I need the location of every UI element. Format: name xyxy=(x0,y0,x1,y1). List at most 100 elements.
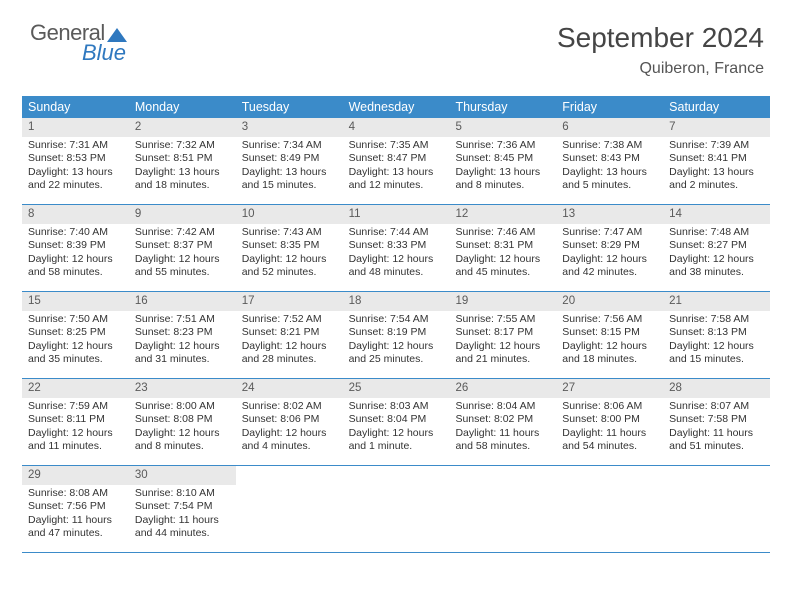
sunset-text: Sunset: 7:58 PM xyxy=(669,413,764,426)
sunrise-text: Sunrise: 7:32 AM xyxy=(135,139,230,152)
daylight-line-2: and 18 minutes. xyxy=(562,353,657,366)
daylight-line-2: and 58 minutes. xyxy=(28,266,123,279)
calendar-week: 29Sunrise: 8:08 AMSunset: 7:56 PMDayligh… xyxy=(22,466,770,553)
day-number: 23 xyxy=(135,382,148,394)
daylight-line-1: Daylight: 11 hours xyxy=(28,514,123,527)
sunset-text: Sunset: 8:29 PM xyxy=(562,239,657,252)
dow-sunday: Sunday xyxy=(22,97,129,118)
daylight-line-2: and 52 minutes. xyxy=(242,266,337,279)
calendar-day: 16Sunrise: 7:51 AMSunset: 8:23 PMDayligh… xyxy=(129,292,236,378)
calendar-day: 26Sunrise: 8:04 AMSunset: 8:02 PMDayligh… xyxy=(449,379,556,465)
calendar-day: 22Sunrise: 7:59 AMSunset: 8:11 PMDayligh… xyxy=(22,379,129,465)
sunset-text: Sunset: 8:04 PM xyxy=(349,413,444,426)
daylight-line-1: Daylight: 11 hours xyxy=(135,514,230,527)
location-subtitle: Quiberon, France xyxy=(557,60,764,78)
day-number: 14 xyxy=(669,208,682,220)
sunrise-text: Sunrise: 7:50 AM xyxy=(28,313,123,326)
dow-saturday: Saturday xyxy=(663,97,770,118)
daylight-line-2: and 44 minutes. xyxy=(135,527,230,540)
sunset-text: Sunset: 8:06 PM xyxy=(242,413,337,426)
sunset-text: Sunset: 8:37 PM xyxy=(135,239,230,252)
calendar-day: 12Sunrise: 7:46 AMSunset: 8:31 PMDayligh… xyxy=(449,205,556,291)
calendar-day: 24Sunrise: 8:02 AMSunset: 8:06 PMDayligh… xyxy=(236,379,343,465)
daylight-line-2: and 25 minutes. xyxy=(349,353,444,366)
daylight-line-2: and 35 minutes. xyxy=(28,353,123,366)
sunset-text: Sunset: 8:47 PM xyxy=(349,152,444,165)
dow-wednesday: Wednesday xyxy=(343,97,450,118)
sunrise-text: Sunrise: 7:58 AM xyxy=(669,313,764,326)
day-number: 10 xyxy=(242,208,255,220)
calendar-day: 6Sunrise: 7:38 AMSunset: 8:43 PMDaylight… xyxy=(556,118,663,204)
daylight-line-1: Daylight: 12 hours xyxy=(242,253,337,266)
page-title: September 2024 xyxy=(557,22,764,54)
sunrise-text: Sunrise: 8:02 AM xyxy=(242,400,337,413)
calendar-day: 29Sunrise: 8:08 AMSunset: 7:56 PMDayligh… xyxy=(22,466,129,552)
daylight-line-1: Daylight: 12 hours xyxy=(455,340,550,353)
daylight-line-1: Daylight: 12 hours xyxy=(455,253,550,266)
daylight-line-2: and 55 minutes. xyxy=(135,266,230,279)
daylight-line-2: and 22 minutes. xyxy=(28,179,123,192)
calendar-day: 17Sunrise: 7:52 AMSunset: 8:21 PMDayligh… xyxy=(236,292,343,378)
daylight-line-1: Daylight: 12 hours xyxy=(349,427,444,440)
daylight-line-1: Daylight: 13 hours xyxy=(562,166,657,179)
daylight-line-1: Daylight: 11 hours xyxy=(562,427,657,440)
logo: General Blue xyxy=(30,20,127,66)
day-number: 9 xyxy=(135,208,141,220)
sunrise-text: Sunrise: 7:35 AM xyxy=(349,139,444,152)
calendar-day: 10Sunrise: 7:43 AMSunset: 8:35 PMDayligh… xyxy=(236,205,343,291)
day-number: 4 xyxy=(349,121,355,133)
daylight-line-2: and 21 minutes. xyxy=(455,353,550,366)
daylight-line-2: and 51 minutes. xyxy=(669,440,764,453)
sunrise-text: Sunrise: 8:06 AM xyxy=(562,400,657,413)
calendar-day: 1Sunrise: 7:31 AMSunset: 8:53 PMDaylight… xyxy=(22,118,129,204)
sunrise-text: Sunrise: 7:36 AM xyxy=(455,139,550,152)
dow-thursday: Thursday xyxy=(449,97,556,118)
sunset-text: Sunset: 8:19 PM xyxy=(349,326,444,339)
sunrise-text: Sunrise: 7:40 AM xyxy=(28,226,123,239)
sunset-text: Sunset: 8:23 PM xyxy=(135,326,230,339)
daylight-line-1: Daylight: 13 hours xyxy=(669,166,764,179)
day-number: 21 xyxy=(669,295,682,307)
sunset-text: Sunset: 8:33 PM xyxy=(349,239,444,252)
day-number: 13 xyxy=(562,208,575,220)
day-number: 11 xyxy=(349,208,361,220)
daylight-line-1: Daylight: 13 hours xyxy=(349,166,444,179)
dow-friday: Friday xyxy=(556,97,663,118)
daylight-line-2: and 45 minutes. xyxy=(455,266,550,279)
sunset-text: Sunset: 8:17 PM xyxy=(455,326,550,339)
sunrise-text: Sunrise: 8:00 AM xyxy=(135,400,230,413)
calendar-day xyxy=(663,466,770,552)
day-number: 27 xyxy=(562,382,575,394)
header: September 2024 Quiberon, France xyxy=(557,22,764,78)
daylight-line-2: and 8 minutes. xyxy=(135,440,230,453)
daylight-line-2: and 31 minutes. xyxy=(135,353,230,366)
daylight-line-1: Daylight: 12 hours xyxy=(28,340,123,353)
sunset-text: Sunset: 8:53 PM xyxy=(28,152,123,165)
sunrise-text: Sunrise: 7:55 AM xyxy=(455,313,550,326)
sunrise-text: Sunrise: 7:56 AM xyxy=(562,313,657,326)
sunset-text: Sunset: 8:11 PM xyxy=(28,413,123,426)
sunset-text: Sunset: 8:02 PM xyxy=(455,413,550,426)
sunset-text: Sunset: 8:27 PM xyxy=(669,239,764,252)
daylight-line-2: and 8 minutes. xyxy=(455,179,550,192)
day-number: 18 xyxy=(349,295,362,307)
calendar-day: 20Sunrise: 7:56 AMSunset: 8:15 PMDayligh… xyxy=(556,292,663,378)
calendar-day: 3Sunrise: 7:34 AMSunset: 8:49 PMDaylight… xyxy=(236,118,343,204)
calendar-day: 8Sunrise: 7:40 AMSunset: 8:39 PMDaylight… xyxy=(22,205,129,291)
day-number: 28 xyxy=(669,382,682,394)
sunset-text: Sunset: 8:21 PM xyxy=(242,326,337,339)
calendar-day: 15Sunrise: 7:50 AMSunset: 8:25 PMDayligh… xyxy=(22,292,129,378)
day-number: 1 xyxy=(28,121,34,133)
daylight-line-1: Daylight: 13 hours xyxy=(455,166,550,179)
sunrise-text: Sunrise: 8:03 AM xyxy=(349,400,444,413)
sunrise-text: Sunrise: 7:43 AM xyxy=(242,226,337,239)
sunset-text: Sunset: 8:00 PM xyxy=(562,413,657,426)
calendar-week: 8Sunrise: 7:40 AMSunset: 8:39 PMDaylight… xyxy=(22,205,770,292)
sunrise-text: Sunrise: 7:59 AM xyxy=(28,400,123,413)
daylight-line-2: and 28 minutes. xyxy=(242,353,337,366)
sunrise-text: Sunrise: 7:48 AM xyxy=(669,226,764,239)
logo-word-2: Blue xyxy=(82,40,127,66)
daylight-line-2: and 47 minutes. xyxy=(28,527,123,540)
daylight-line-1: Daylight: 12 hours xyxy=(28,253,123,266)
daylight-line-1: Daylight: 12 hours xyxy=(562,253,657,266)
